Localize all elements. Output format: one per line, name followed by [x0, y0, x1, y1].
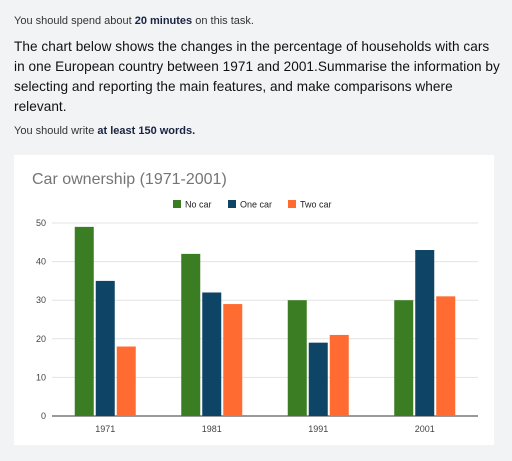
- y-tick-label-10: 10: [36, 372, 46, 382]
- time-prefix: You should spend about: [14, 15, 135, 27]
- words-prefix: You should write: [14, 125, 98, 137]
- x-tick-label-1971: 1971: [95, 424, 115, 434]
- time-instruction: You should spend about 20 minutes on thi…: [14, 14, 500, 28]
- time-emphasis: 20 minutes: [134, 15, 193, 27]
- chart-card: Car ownership (1971-2001) No car One car Tw…: [14, 155, 494, 445]
- car-ownership-chart: Car ownership (1971-2001) No car One car Tw…: [32, 171, 478, 434]
- bar-1991-one-car: [308, 342, 328, 416]
- bar-1981-two-car: [223, 304, 243, 416]
- y-tick-label-0: 0: [41, 411, 46, 421]
- bar-2001-no-car: [394, 300, 414, 416]
- bar-1971-one-car: [95, 280, 115, 416]
- task-prompt: The chart below shows the changes in the…: [14, 39, 500, 114]
- task-instructions: You should spend about 20 minutes on thi…: [14, 14, 500, 138]
- word-count-instruction: You should write at least 150 words.: [14, 124, 500, 138]
- y-tick-label-20: 20: [36, 334, 46, 344]
- x-tick-label-1991: 1991: [308, 424, 328, 434]
- time-suffix: on this task.: [192, 15, 254, 27]
- y-tick-label-50: 50: [36, 218, 46, 228]
- y-tick-label-30: 30: [36, 295, 46, 305]
- legend-swatch-3: [288, 200, 296, 208]
- bar-1971-no-car: [74, 226, 94, 416]
- y-tick-label-40: 40: [36, 257, 46, 267]
- legend-label-3: Two car: [300, 200, 332, 210]
- words-emphasis: at least 150 words.: [97, 125, 196, 137]
- bar-1991-no-car: [287, 300, 307, 416]
- legend-label-2: One car: [240, 200, 272, 210]
- bar-2001-one-car: [415, 250, 435, 416]
- legend-swatch-2: [228, 200, 236, 208]
- bar-2001-two-car: [436, 296, 456, 416]
- legend-label-1: No car: [185, 200, 212, 210]
- chart-title: Car ownership (1971-2001): [32, 171, 227, 188]
- bar-1981-one-car: [202, 292, 222, 416]
- bar-1981-no-car: [181, 253, 201, 416]
- bar-1971-two-car: [116, 346, 136, 416]
- x-tick-label-2001: 2001: [415, 424, 435, 434]
- bar-1991-two-car: [329, 334, 349, 416]
- x-tick-label-1981: 1981: [202, 424, 222, 434]
- legend-swatch-1: [173, 200, 181, 208]
